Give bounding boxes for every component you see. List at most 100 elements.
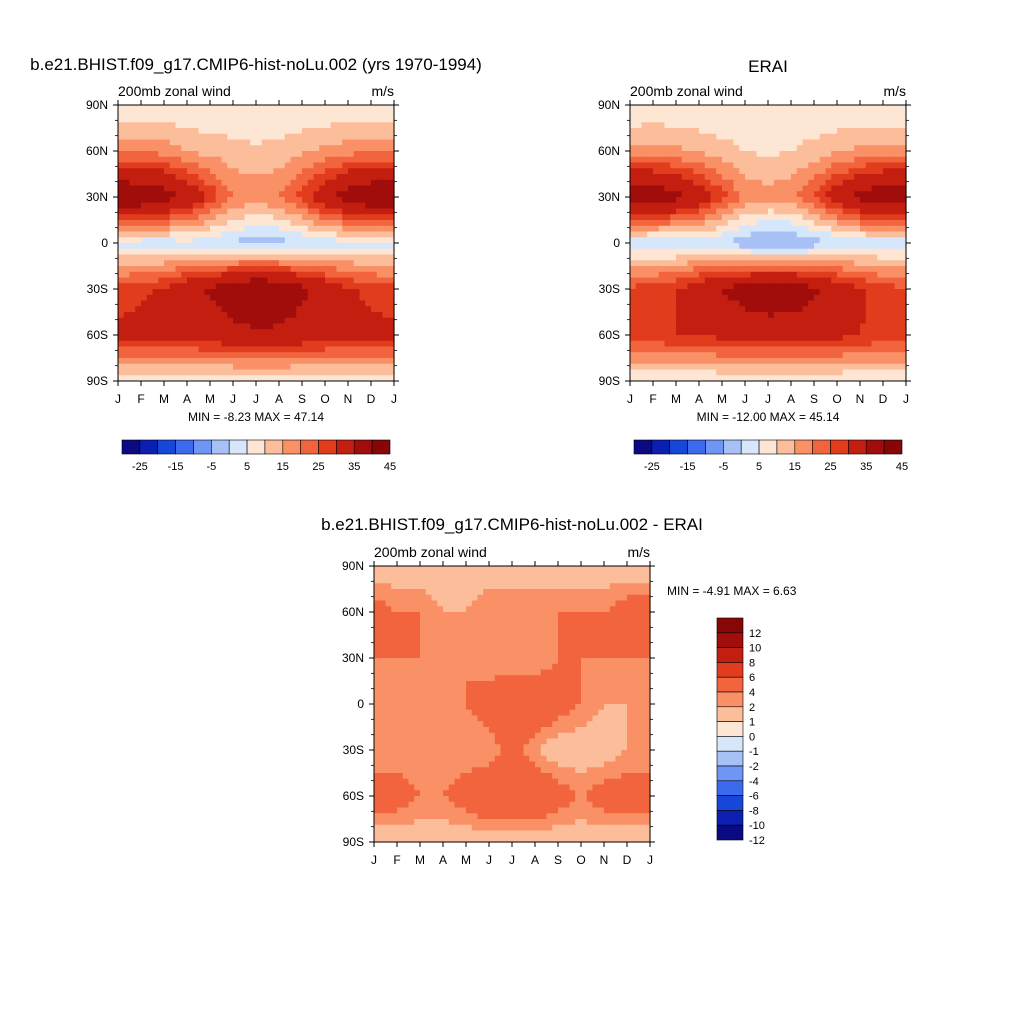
heatmap-cell [342,225,349,233]
heatmap-cell [653,156,660,164]
heatmap-cell [865,139,873,146]
heatmap-cell [768,335,775,342]
heatmap-cell [238,369,246,376]
heatmap-cell [506,583,513,590]
heatmap-cell [267,352,274,359]
heatmap-cell [716,300,723,307]
heatmap-cell [279,168,286,175]
heatmap-cell [865,369,873,376]
heatmap-cell [796,312,804,319]
heatmap-cell [365,231,372,238]
heatmap-cell [808,243,815,250]
heatmap-cell [290,185,297,192]
heatmap-cell [658,369,666,376]
heatmap-cell [198,340,205,348]
heatmap-cell [894,231,901,238]
heatmap-cell [221,254,228,261]
heatmap-cell [773,105,781,112]
heatmap-cell [118,116,125,123]
heatmap-cell [779,329,786,336]
heatmap-cell [238,335,246,342]
heatmap-cell [727,151,735,158]
heatmap-cell [307,133,315,141]
heatmap-cell [883,128,890,135]
heatmap-cell [785,162,792,169]
heatmap-cell [164,191,171,198]
heatmap-cell [681,375,689,382]
heatmap-cell [704,122,712,129]
heatmap-cell [175,323,182,330]
heatmap-cell [244,151,251,158]
heatmap-cell [296,243,303,250]
heatmap-cell [135,128,142,135]
heatmap-cell [733,340,740,348]
heatmap-cell [353,375,361,382]
heatmap-cell [261,248,269,256]
heatmap-cell [192,168,200,175]
heatmap-cell [883,202,890,210]
heatmap-cell [152,346,159,353]
heatmap-cell [129,323,136,330]
heatmap-cell [227,128,234,135]
heatmap-cell [382,237,389,244]
x-tick-label: M [205,392,215,406]
heatmap-cell [877,352,884,359]
heatmap-cell [676,335,683,342]
heatmap-cell [359,340,366,348]
heatmap-cell [256,225,263,233]
heatmap-cell [745,231,752,238]
heatmap-cell [722,248,729,256]
heatmap-cell [489,577,496,584]
heatmap-cell [860,266,867,273]
heatmap-cell [894,116,901,123]
heatmap-cell [716,369,723,376]
heatmap-cell [221,110,228,118]
heatmap-cell [670,335,677,342]
heatmap-cell [733,312,740,319]
heatmap-cell [779,139,786,146]
heatmap-cell [722,317,729,325]
heatmap-cell [842,133,850,141]
heatmap-cell [831,289,838,296]
heatmap-cell [877,231,884,238]
heatmap-cell [647,185,654,192]
heatmap-cell [785,260,792,267]
heatmap-cell [658,197,666,204]
heatmap-cell [192,197,200,204]
heatmap-cell [693,225,700,233]
heatmap-cell [865,110,873,118]
heatmap-cell [296,116,303,123]
heatmap-cell [302,306,309,313]
heatmap-cell [307,145,315,152]
heatmap-cell [376,335,384,342]
heatmap-cell [296,202,303,210]
heatmap-cell [187,214,194,221]
heatmap-cell [135,340,142,348]
heatmap-cell [135,329,142,336]
heatmap-cell [814,300,821,307]
heatmap-cell [152,300,159,307]
heatmap-cell [376,151,384,158]
heatmap-cell [238,202,246,210]
heatmap-cell [854,128,861,135]
heatmap-cell [244,306,251,313]
y-tick-label: 60S [599,328,620,342]
heatmap-cell [687,202,694,210]
heatmap-cell [187,329,194,336]
heatmap-cell [325,283,332,290]
heatmap-cell [842,151,850,158]
heatmap-cell [871,300,878,307]
heatmap-cell [791,306,798,313]
heatmap-cell [819,151,827,158]
heatmap-cell [336,168,343,175]
heatmap-cell [745,277,752,284]
heatmap-cell [273,375,280,382]
heatmap-cell [670,369,677,376]
heatmap-cell [192,191,200,198]
heatmap-cell [819,300,827,307]
heatmap-cell [290,162,297,169]
heatmap-cell [796,317,804,325]
heatmap-cell [141,323,148,330]
heatmap-cell [198,110,205,118]
heatmap-cell [146,306,154,313]
